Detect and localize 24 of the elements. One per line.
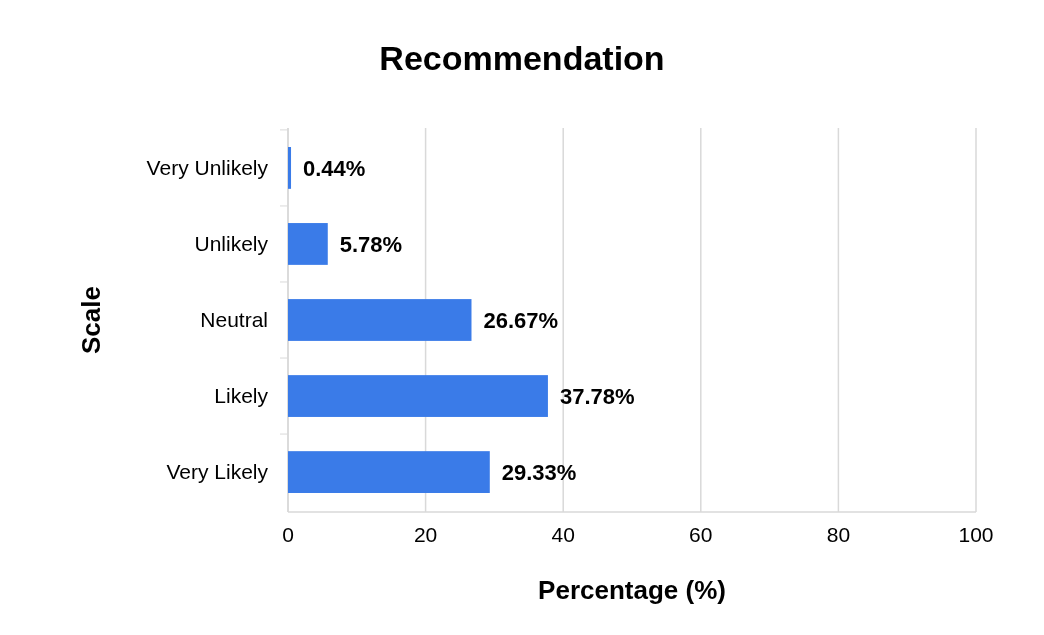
data-label: 37.78% [559,383,635,409]
x-tick-label: 40 [551,523,575,546]
x-tick-label: 80 [826,523,851,546]
data-label: 5.78% [339,231,403,257]
y-tick-label: Very Unlikely [146,156,269,180]
data-label: 26.67% [483,307,559,333]
y-tick-label: Likely [214,384,269,408]
data-label: 0.44% [303,155,366,181]
x-tick-label: 20 [413,523,438,546]
bar [288,147,292,189]
chart-title: Recommendation [379,39,665,77]
y-axis-title: Scale [76,286,106,354]
y-tick-label: Very Likely [166,460,269,484]
bar [288,223,328,265]
bar [288,451,490,493]
x-tick-label: 0 [282,523,294,546]
x-tick-label: 60 [689,523,713,546]
data-label: 29.33% [501,459,577,485]
x-tick-label: 100 [958,523,994,546]
bar [288,299,472,341]
bar [288,375,548,417]
y-tick-label: Unlikely [194,232,269,256]
y-tick-label: Neutral [200,308,268,332]
x-axis-title: Percentage (%) [538,575,726,605]
